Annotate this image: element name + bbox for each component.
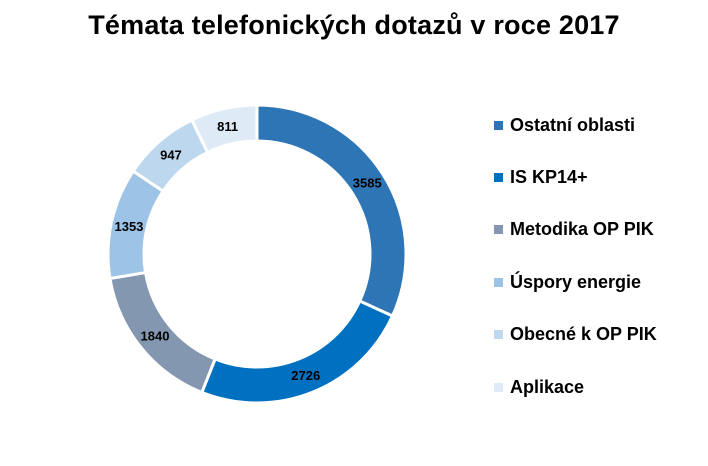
legend-swatch: [494, 225, 503, 235]
slice-value-label: 2726: [291, 368, 320, 383]
donut-slice-2: [199, 299, 395, 405]
slice-value-label: 3585: [353, 176, 382, 191]
legend-label: IS KP14+: [510, 166, 588, 187]
legend-item: IS KP14+: [494, 164, 588, 190]
legend-item: Ostatní oblasti: [494, 112, 635, 138]
legend-item: Aplikace: [494, 374, 584, 400]
donut-slice-6: [189, 103, 259, 155]
donut-slice-1: [255, 103, 408, 319]
legend-label: Aplikace: [510, 376, 585, 397]
legend-swatch: [494, 382, 503, 392]
chart-title: Témata telefonických dotazů v roce 2017: [88, 10, 620, 40]
slice-value-label: 811: [217, 119, 238, 134]
legend-label: Metodika OP PIK: [510, 219, 654, 240]
legend-swatch: [494, 330, 503, 340]
slice-value-label: 1353: [114, 219, 143, 234]
legend-swatch: [494, 277, 503, 287]
legend-item: Obecné k OP PIK: [494, 322, 657, 348]
legend-swatch: [494, 172, 503, 182]
legend-swatch: [494, 120, 503, 130]
legend-label: Obecné k OP PIK: [510, 324, 657, 345]
slice-value-label: 1840: [141, 329, 170, 344]
legend-item: Úspory energie: [494, 269, 641, 295]
slice-value-label: 947: [160, 148, 182, 163]
legend-item: Metodika OP PIK: [494, 217, 654, 243]
legend-label: Úspory energie: [510, 271, 642, 292]
legend-label: Ostatní oblasti: [510, 114, 636, 135]
